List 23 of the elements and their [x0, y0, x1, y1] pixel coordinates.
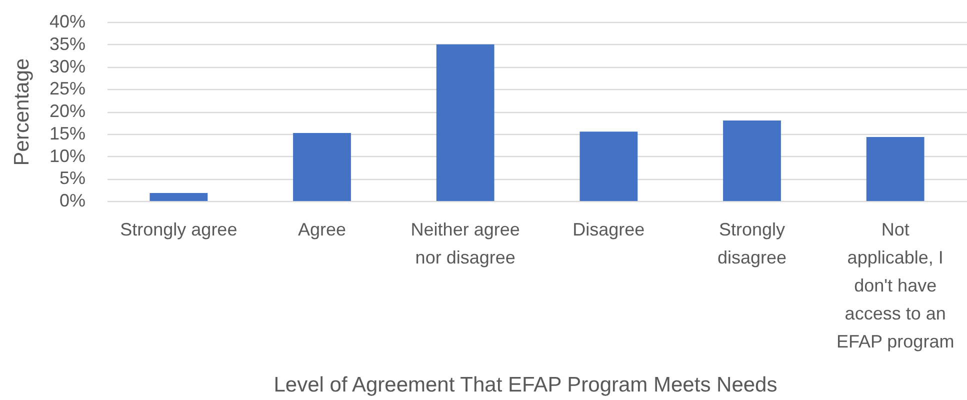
y-tick-label: 10%: [49, 146, 86, 166]
bar: [436, 44, 494, 201]
x-tick-label: Strongly agree: [120, 220, 238, 240]
x-tick-label: Neither agree nor disagree: [410, 220, 520, 268]
y-tick-label: 35%: [49, 34, 86, 54]
x-tick-label: Not applicable, I don't have access to an EFAP program: [836, 220, 954, 352]
bar: [866, 137, 924, 201]
bar: [293, 132, 351, 201]
bar: [150, 192, 208, 201]
y-tick-label: 25%: [49, 78, 86, 99]
x-tick-label: Disagree: [572, 220, 645, 240]
x-tick-label: Agree: [298, 220, 346, 240]
y-tick-label: 15%: [49, 123, 86, 144]
y-tick-label: 20%: [49, 101, 86, 121]
bar: [723, 120, 781, 201]
x-axis-title: Level of Agreement That EFAP Program Meets Needs: [274, 374, 778, 396]
y-tick-label: 0%: [59, 190, 86, 210]
y-tick-label: 5%: [59, 168, 86, 188]
bar: [580, 132, 638, 201]
y-tick-label: 40%: [49, 12, 86, 32]
x-tick-label: Strongly disagree: [717, 220, 787, 268]
y-axis-title: Percentage: [10, 58, 34, 166]
y-tick-label: 30%: [49, 56, 86, 76]
